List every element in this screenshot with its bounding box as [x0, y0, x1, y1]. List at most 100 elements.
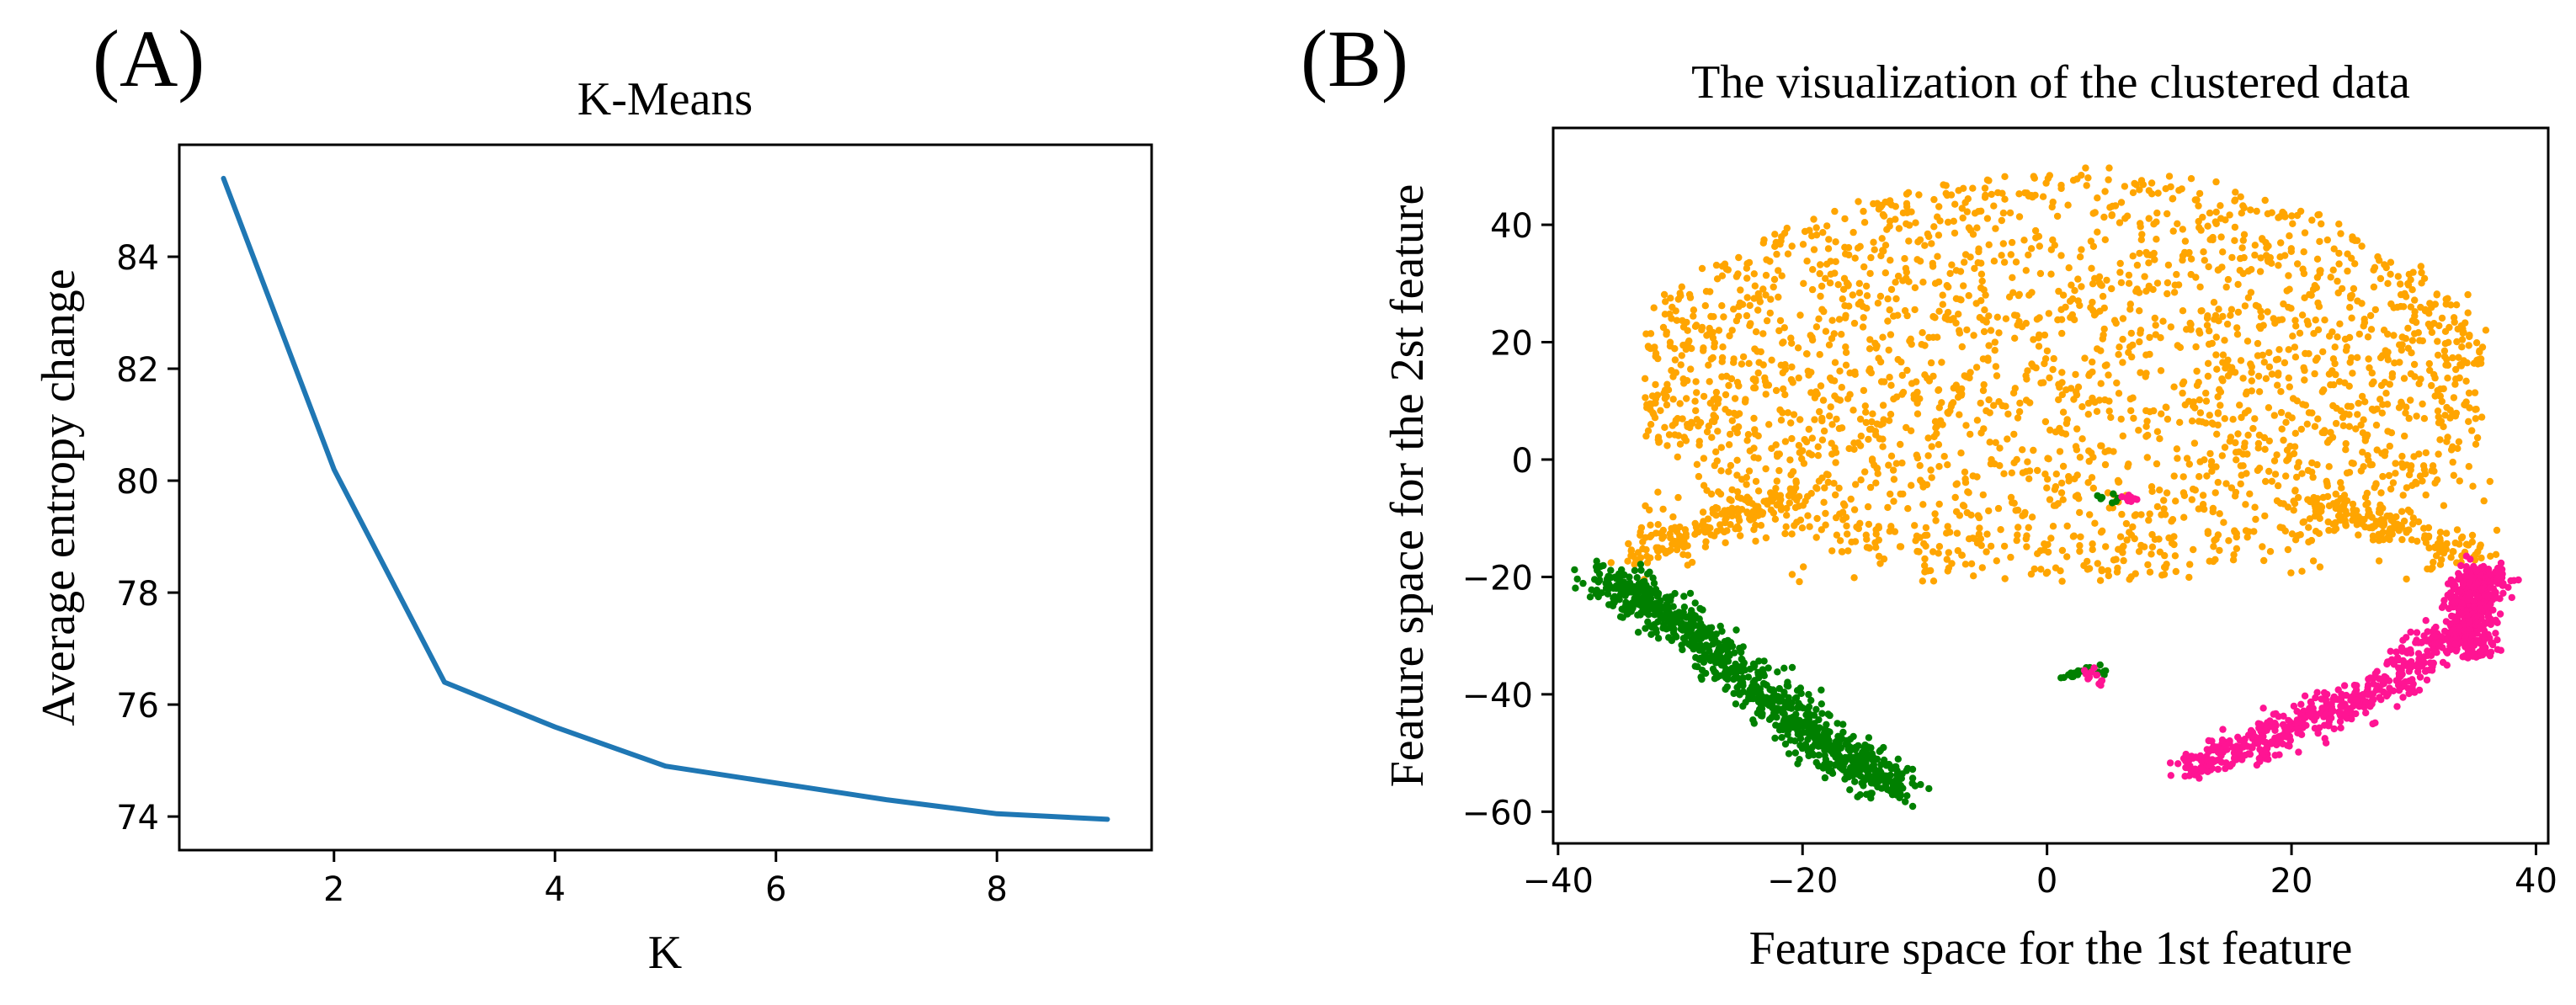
orange-point	[2408, 520, 2417, 528]
orange-point	[1850, 407, 1857, 414]
orange-point	[2136, 307, 2143, 315]
chart-a-x-label: K	[648, 927, 682, 979]
orange-point	[2129, 523, 2137, 531]
orange-point	[2026, 399, 2034, 407]
pink-point	[2455, 570, 2462, 577]
orange-point	[2103, 361, 2110, 369]
orange-point	[1861, 468, 1869, 476]
orange-point	[2219, 351, 2227, 359]
orange-point	[2089, 540, 2096, 548]
green-point	[1748, 694, 1756, 703]
pink-point	[2398, 644, 2406, 651]
orange-point	[1828, 421, 1836, 428]
orange-point	[2105, 397, 2113, 405]
green-point	[1805, 703, 1813, 710]
green-point	[1917, 780, 1924, 789]
orange-point	[2275, 262, 2282, 269]
orange-point	[2144, 561, 2152, 569]
orange-point	[1834, 281, 1842, 289]
green-point	[1595, 570, 1604, 578]
orange-point	[2196, 329, 2204, 337]
orange-point	[2399, 492, 2407, 499]
orange-point	[1961, 258, 1968, 266]
orange-point	[1728, 327, 1736, 334]
orange-point	[1980, 286, 1988, 294]
orange-point	[1831, 359, 1839, 366]
orange-point	[2174, 342, 2181, 349]
orange-point	[2460, 357, 2467, 364]
orange-point	[2195, 189, 2204, 198]
orange-point	[1674, 493, 1682, 502]
pink-point	[2403, 634, 2410, 641]
orange-point	[2314, 415, 2322, 423]
orange-point	[1692, 322, 1700, 329]
pink-point	[2197, 757, 2206, 765]
green-point	[1796, 684, 1804, 692]
orange-point	[2468, 531, 2477, 540]
orange-point	[2374, 253, 2382, 261]
green-point	[1836, 763, 1844, 771]
orange-point	[2084, 399, 2093, 407]
orange-point	[2219, 312, 2227, 321]
orange-point	[1700, 455, 1708, 462]
orange-point	[1770, 283, 1777, 291]
orange-point	[2023, 532, 2030, 540]
orange-point	[2160, 505, 2168, 513]
orange-point	[2153, 428, 2162, 435]
orange-point	[1824, 245, 1833, 253]
orange-point	[2331, 359, 2339, 368]
green-point	[1850, 753, 1858, 761]
orange-point	[1784, 409, 1792, 417]
chart-b-y-tick-label: 20	[1490, 325, 1533, 364]
orange-point	[2073, 446, 2081, 454]
orange-point	[2453, 338, 2461, 346]
orange-point	[2012, 258, 2020, 266]
green-point	[1759, 710, 1766, 718]
orange-point	[2187, 255, 2195, 263]
orange-point	[1967, 560, 1976, 567]
orange-point	[2286, 383, 2293, 391]
orange-point	[2289, 332, 2297, 340]
orange-point	[2195, 224, 2203, 231]
orange-point	[1855, 289, 1864, 297]
orange-point	[1958, 390, 1966, 398]
orange-point	[1943, 282, 1951, 290]
orange-point	[2436, 534, 2444, 542]
orange-point	[1752, 477, 1760, 486]
orange-point	[1790, 411, 1798, 418]
orange-point	[2218, 452, 2226, 460]
orange-point	[2058, 329, 2066, 338]
green-point	[1824, 763, 1833, 771]
orange-point	[1668, 524, 1675, 533]
orange-point	[1961, 468, 1969, 476]
pink-point	[2098, 677, 2106, 684]
green-point	[1605, 576, 1612, 583]
orange-point	[2478, 413, 2486, 421]
orange-point	[2343, 469, 2351, 477]
orange-point	[2310, 330, 2318, 338]
orange-point	[2355, 531, 2362, 539]
orange-point	[2125, 271, 2133, 279]
green-point	[1738, 648, 1745, 657]
pink-point	[2475, 593, 2483, 601]
orange-point	[1969, 472, 1977, 480]
orange-point	[2034, 466, 2041, 475]
orange-point	[2394, 273, 2402, 280]
orange-point	[2145, 284, 2153, 292]
orange-point	[2349, 500, 2357, 508]
green-point	[1701, 630, 1710, 638]
pink-point	[2318, 695, 2325, 703]
orange-point	[2076, 547, 2084, 556]
green-point	[1653, 600, 1662, 608]
green-point	[1682, 614, 1690, 621]
green-point	[1812, 705, 1820, 713]
orange-point	[2035, 343, 2043, 350]
orange-point	[2164, 210, 2171, 218]
pink-point	[2265, 756, 2272, 763]
green-point	[1738, 667, 1746, 675]
orange-point	[2233, 529, 2240, 538]
orange-point	[2156, 548, 2164, 556]
orange-point	[1787, 334, 1795, 342]
orange-point	[1822, 327, 1830, 335]
